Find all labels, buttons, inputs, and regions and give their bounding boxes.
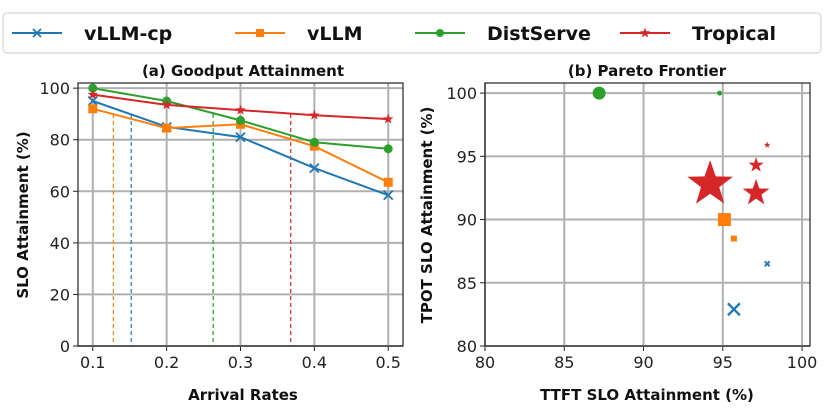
- x-tick-label: 85: [554, 353, 574, 372]
- y-tick-label: 80: [50, 131, 70, 150]
- chart-b-xlabel: TTFT SLO Attainment (%): [540, 386, 754, 404]
- legend-label: Tropical: [692, 23, 776, 45]
- chart-b-frame: [484, 82, 811, 347]
- x-stroke: [32, 28, 42, 38]
- x-tick-label: 90: [633, 353, 653, 372]
- legend-frame: [2, 12, 822, 54]
- x-stroke: [764, 260, 771, 267]
- chart-a-frame: [77, 82, 404, 347]
- point-distserve: [236, 115, 245, 125]
- legend-item-tropical: Tropical: [620, 23, 776, 45]
- point-vllm-cp: [309, 162, 320, 174]
- x-stroke: [309, 162, 320, 174]
- point-tropical: [383, 113, 394, 124]
- chart-a-ylabel: SLO Attainment (%): [14, 131, 32, 298]
- point-vllm: [730, 235, 737, 242]
- panel-goodput-attainment: (a) Goodput Attainment 0.1 0.2 0.3 0.4 0.5 0…: [14, 62, 404, 404]
- point-distserve: [717, 90, 723, 96]
- point-distserve: [592, 86, 606, 100]
- circle-icon: [436, 29, 444, 37]
- point-tropical: [763, 141, 771, 148]
- legend: vLLM-cp vLLM DistServe Tropical: [2, 12, 822, 54]
- star-icon: [639, 27, 651, 38]
- legend-item-vllm-cp: vLLM-cp: [12, 23, 172, 45]
- legend-label: DistServe: [487, 23, 591, 45]
- point-tropical: [748, 157, 764, 172]
- x-icon: [32, 28, 42, 38]
- point-vllm-cp: [727, 302, 741, 317]
- point-tropical: [87, 89, 98, 100]
- point-vllm-cp: [235, 132, 246, 143]
- x-tick-label: 0.1: [80, 353, 105, 372]
- point-vllm: [88, 104, 98, 114]
- x-stroke: [87, 95, 98, 107]
- x-tick-label: 0.3: [228, 353, 253, 372]
- y-tick-label: 0: [60, 337, 70, 356]
- point-tropical: [161, 99, 172, 110]
- chart-a-title: (a) Goodput Attainment: [142, 62, 344, 80]
- x-stroke: [727, 302, 741, 317]
- x-tick-label: 95: [713, 353, 733, 372]
- y-tick-label: 85: [457, 274, 477, 293]
- x-tick-label: 100: [787, 353, 818, 372]
- point-distserve: [383, 144, 393, 154]
- x-tick-label: 80: [475, 353, 495, 372]
- x-stroke: [235, 132, 246, 143]
- legend-label: vLLM: [307, 23, 363, 45]
- point-vllm: [383, 177, 393, 187]
- y-tick-label: 60: [50, 182, 70, 201]
- x-tick-label: 0.5: [376, 353, 401, 372]
- square-icon: [256, 29, 264, 37]
- chart-b-ylabel: TPOT SLO Attainment (%): [418, 107, 436, 324]
- point-vllm-cp: [764, 260, 771, 267]
- point-tropical: [687, 160, 733, 204]
- chart-b-title: (b) Pareto Frontier: [568, 62, 727, 80]
- x-tick-label: 0.2: [154, 353, 179, 372]
- legend-item-vllm: vLLM: [235, 23, 363, 45]
- y-tick-label: 90: [457, 211, 477, 230]
- point-distserve: [88, 83, 98, 93]
- x-tick-label: 0.4: [302, 353, 327, 372]
- point-vllm: [162, 123, 172, 133]
- y-tick-label: 95: [457, 147, 477, 166]
- y-tick-label: 80: [457, 337, 477, 356]
- point-tropical: [742, 179, 770, 205]
- point-vllm-cp: [383, 190, 394, 201]
- point-tropical: [235, 104, 246, 115]
- chart-a-xlabel: Arrival Rates: [188, 386, 298, 404]
- point-tropical: [309, 109, 320, 120]
- legend-item-distserve: DistServe: [415, 23, 591, 45]
- y-tick-label: 100: [39, 79, 70, 98]
- y-tick-label: 40: [50, 234, 70, 253]
- panel-pareto-frontier: (b) Pareto Frontier 80 85 90 95 100 80 85 90 95…: [418, 62, 817, 404]
- x-stroke: [383, 190, 394, 201]
- point-distserve: [309, 137, 319, 147]
- point-vllm: [717, 213, 731, 227]
- y-tick-label: 20: [50, 285, 70, 304]
- y-tick-label: 100: [446, 84, 477, 103]
- legend-label: vLLM-cp: [84, 23, 172, 45]
- point-vllm-cp: [87, 95, 98, 107]
